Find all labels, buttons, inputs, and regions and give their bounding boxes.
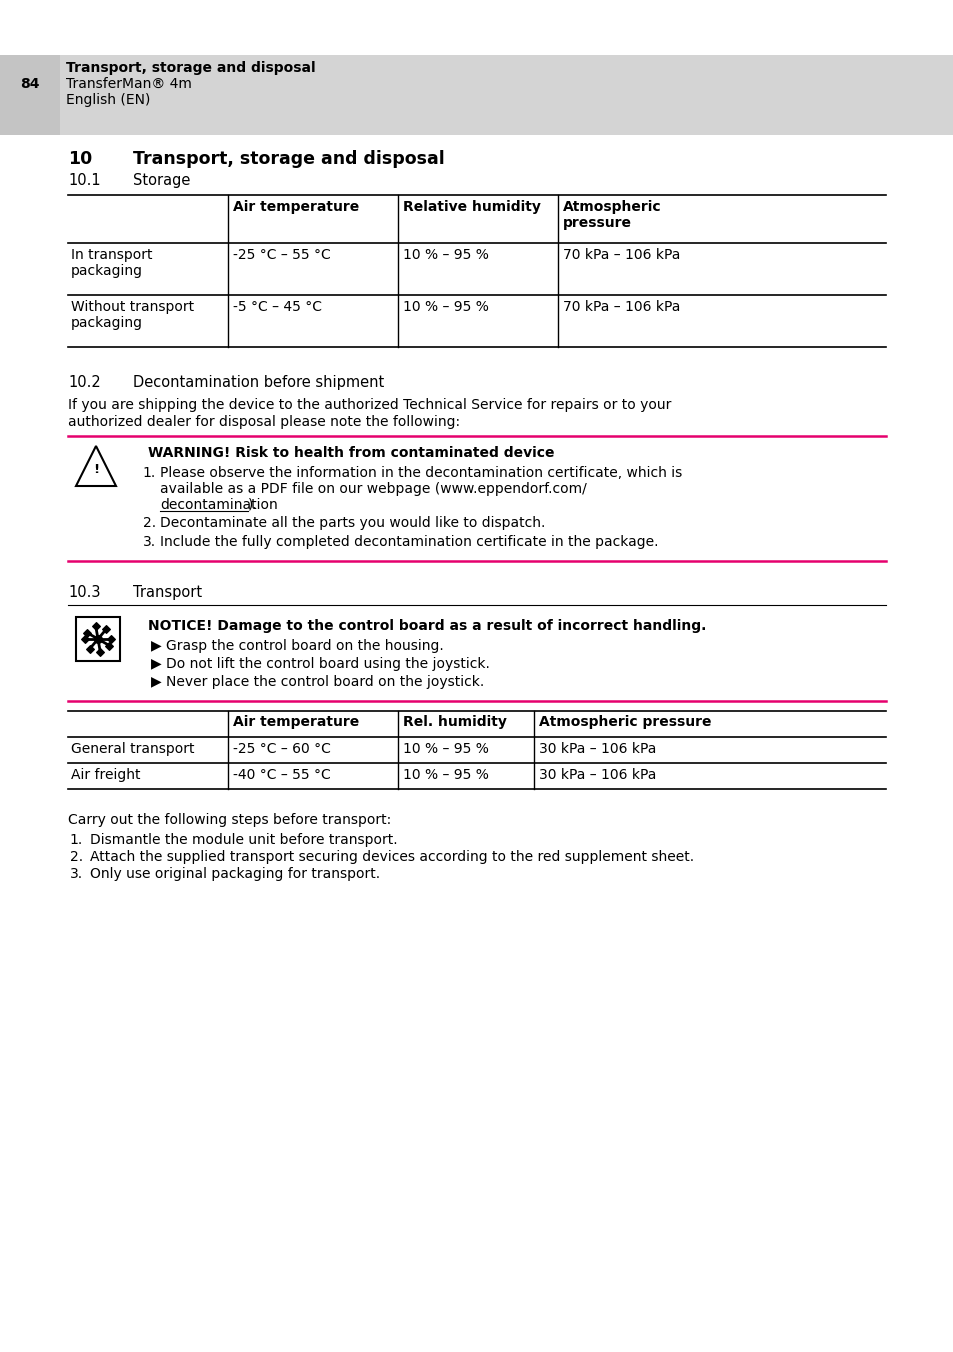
Point <box>92 641 108 662</box>
Text: ▶ Never place the control board on the joystick.: ▶ Never place the control board on the j… <box>151 675 484 690</box>
Point <box>77 629 92 650</box>
Point <box>103 629 118 650</box>
Bar <box>0 55 60 135</box>
Text: -25 °C – 60 °C: -25 °C – 60 °C <box>233 742 331 756</box>
Point <box>82 638 97 660</box>
Text: 70 kPa – 106 kPa: 70 kPa – 106 kPa <box>562 247 679 262</box>
Text: Dismantle the module unit before transport.: Dismantle the module unit before transpo… <box>90 833 397 846</box>
Text: 10.1: 10.1 <box>68 173 100 188</box>
Text: Decontaminate all the parts you would like to dispatch.: Decontaminate all the parts you would li… <box>160 516 545 530</box>
Text: -25 °C – 55 °C: -25 °C – 55 °C <box>233 247 331 262</box>
Bar <box>0 55 953 135</box>
Text: Rel. humidity: Rel. humidity <box>402 715 506 729</box>
Text: 1.: 1. <box>70 833 83 846</box>
Text: 30 kPa – 106 kPa: 30 kPa – 106 kPa <box>538 742 656 756</box>
Text: available as a PDF file on our webpage (www.eppendorf.com/: available as a PDF file on our webpage (… <box>160 483 586 496</box>
Text: Air freight: Air freight <box>71 768 140 781</box>
Text: Include the fully completed decontamination certificate in the package.: Include the fully completed decontaminat… <box>160 535 658 549</box>
Text: authorized dealer for disposal please note the following:: authorized dealer for disposal please no… <box>68 415 459 429</box>
Text: Storage: Storage <box>132 173 191 188</box>
Text: ).: ). <box>248 498 257 512</box>
Bar <box>76 617 120 661</box>
Text: Relative humidity: Relative humidity <box>402 200 540 214</box>
Point <box>79 622 94 644</box>
Text: Without transport
packaging: Without transport packaging <box>71 300 193 330</box>
Text: Please observe the information in the decontamination certificate, which is: Please observe the information in the de… <box>160 466 681 480</box>
Text: 10 % – 95 %: 10 % – 95 % <box>402 742 488 756</box>
Text: Air temperature: Air temperature <box>233 200 359 214</box>
Text: 2.: 2. <box>70 850 83 864</box>
Text: 84: 84 <box>20 77 40 91</box>
Text: 2.: 2. <box>143 516 156 530</box>
Text: Attach the supplied transport securing devices according to the red supplement s: Attach the supplied transport securing d… <box>90 850 694 864</box>
Text: 3.: 3. <box>70 867 83 882</box>
Text: 10.3: 10.3 <box>68 585 100 600</box>
Text: General transport: General transport <box>71 742 194 756</box>
Text: NOTICE! Damage to the control board as a result of incorrect handling.: NOTICE! Damage to the control board as a… <box>148 619 705 633</box>
Text: decontamination: decontamination <box>160 498 277 512</box>
Text: 10: 10 <box>68 150 92 168</box>
Text: -5 °C – 45 °C: -5 °C – 45 °C <box>233 300 322 314</box>
Text: 10.2: 10.2 <box>68 375 101 389</box>
Text: Transport, storage and disposal: Transport, storage and disposal <box>132 150 444 168</box>
Text: Only use original packaging for transport.: Only use original packaging for transpor… <box>90 867 379 882</box>
Text: Air temperature: Air temperature <box>233 715 359 729</box>
Text: 3.: 3. <box>143 535 156 549</box>
Text: 10 % – 95 %: 10 % – 95 % <box>402 768 488 781</box>
Text: Transport: Transport <box>132 585 202 600</box>
Text: Carry out the following steps before transport:: Carry out the following steps before tra… <box>68 813 391 827</box>
Text: English (EN): English (EN) <box>66 93 151 107</box>
Text: TransferMan® 4m: TransferMan® 4m <box>66 77 192 91</box>
Text: Decontamination before shipment: Decontamination before shipment <box>132 375 384 389</box>
Text: Transport, storage and disposal: Transport, storage and disposal <box>66 61 315 74</box>
Text: 10 % – 95 %: 10 % – 95 % <box>402 300 488 314</box>
Text: 10 % – 95 %: 10 % – 95 % <box>402 247 488 262</box>
Text: !: ! <box>92 462 99 476</box>
Text: 30 kPa – 106 kPa: 30 kPa – 106 kPa <box>538 768 656 781</box>
Point <box>102 634 117 656</box>
Text: Atmospheric
pressure: Atmospheric pressure <box>562 200 661 230</box>
Text: ▶ Do not lift the control board using the joystick.: ▶ Do not lift the control board using th… <box>151 657 489 671</box>
Text: 70 kPa – 106 kPa: 70 kPa – 106 kPa <box>562 300 679 314</box>
Text: WARNING! Risk to health from contaminated device: WARNING! Risk to health from contaminate… <box>148 446 554 460</box>
Point <box>98 618 113 639</box>
Text: -40 °C – 55 °C: -40 °C – 55 °C <box>233 768 331 781</box>
Point <box>91 629 106 650</box>
Text: 1.: 1. <box>143 466 156 480</box>
Text: Atmospheric pressure: Atmospheric pressure <box>538 715 711 729</box>
Text: ▶ Grasp the control board on the housing.: ▶ Grasp the control board on the housing… <box>151 639 443 653</box>
Text: In transport
packaging: In transport packaging <box>71 247 152 279</box>
Point <box>88 615 103 637</box>
Text: If you are shipping the device to the authorized Technical Service for repairs o: If you are shipping the device to the au… <box>68 397 671 412</box>
